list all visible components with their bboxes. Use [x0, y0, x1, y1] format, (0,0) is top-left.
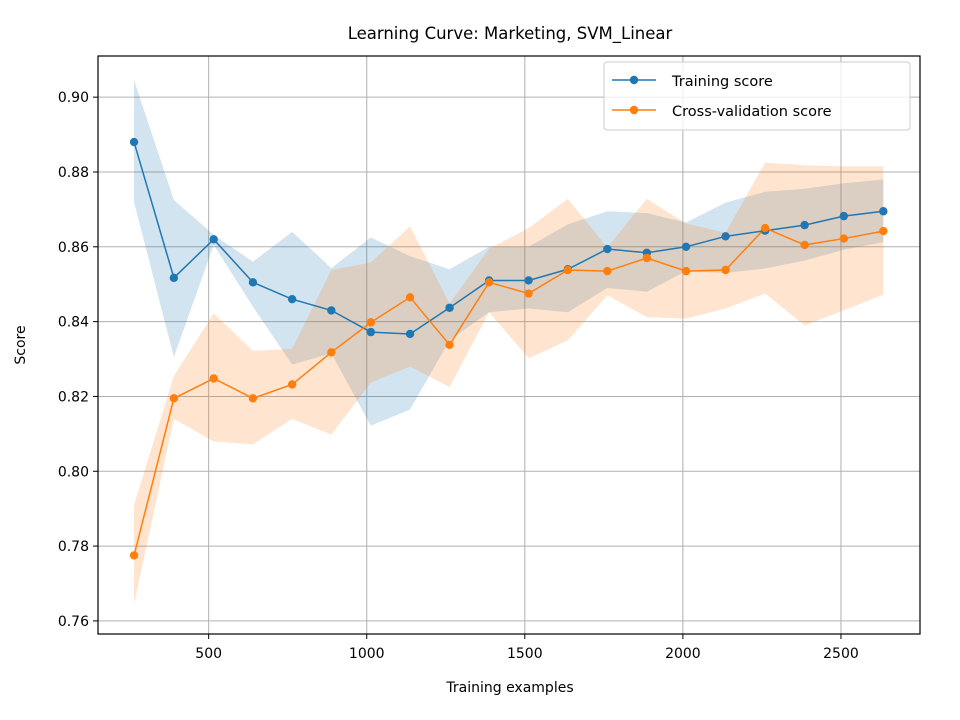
series-lines: [133, 141, 884, 556]
cv-score-point: [366, 318, 376, 327]
legend-box: [603, 61, 911, 131]
confidence-bands: [134, 80, 884, 605]
legend-cv-marker: [629, 105, 639, 115]
cv-score-point: [209, 374, 218, 383]
cv-score-point: [287, 380, 297, 389]
y-tick-label: 0.82: [58, 389, 89, 405]
y-tick-label: 0.76: [58, 614, 89, 630]
cv-confidence-band: [134, 162, 884, 605]
plot-frame: [97, 55, 921, 635]
x-axis-label: Training examples: [445, 680, 573, 696]
training-score-point: [366, 327, 376, 337]
legend-training-label: Training score: [671, 74, 773, 90]
cv-score-line: [133, 227, 884, 556]
training-score-line: [133, 141, 884, 335]
y-tick-label: 0.86: [58, 240, 89, 256]
training-confidence-band: [134, 80, 884, 426]
chart-title: Learning Curve: Marketing, SVM_Linear: [348, 24, 673, 44]
training-score-point: [524, 276, 533, 285]
cv-score-point: [129, 551, 139, 560]
legend: Training score Cross-validation score: [603, 61, 911, 131]
training-score-point: [839, 211, 849, 221]
cv-score-point: [169, 394, 179, 403]
cv-score-point: [248, 394, 258, 403]
cv-score-point: [524, 289, 533, 298]
x-tick-label: 1000: [349, 646, 385, 662]
cv-score-point: [760, 223, 770, 233]
cv-score-point: [800, 240, 809, 250]
cv-score-point: [563, 265, 573, 275]
training-score-point: [721, 232, 730, 241]
training-score-point: [129, 137, 139, 147]
training-score-point: [800, 220, 809, 230]
y-tick-label: 0.84: [58, 315, 89, 331]
cv-score-point: [484, 278, 494, 287]
cv-score-point: [721, 265, 730, 275]
training-score-point: [445, 303, 454, 312]
cv-score-point: [681, 266, 691, 276]
series-points: [129, 137, 888, 560]
cv-score-point: [405, 293, 415, 302]
x-axis-ticks: 500 1000 1500 2000 2500: [195, 634, 859, 662]
y-tick-label: 0.80: [58, 464, 89, 480]
y-tick-label: 0.88: [58, 165, 89, 181]
legend-cv-label: Cross-validation score: [672, 104, 832, 120]
cv-score-point: [642, 253, 652, 263]
training-score-point: [169, 273, 179, 283]
grid: [98, 56, 920, 634]
training-score-point: [248, 278, 258, 287]
x-tick-label: 2500: [823, 646, 859, 662]
cv-score-point: [327, 348, 336, 357]
x-tick-label: 2000: [665, 646, 701, 662]
training-score-point: [327, 306, 336, 315]
legend-training-marker: [629, 75, 639, 85]
y-axis-ticks: 0.76 0.78 0.80 0.82 0.84 0.86 0.88 0.90: [58, 90, 98, 630]
training-score-point: [405, 329, 415, 339]
training-score-point: [287, 294, 297, 304]
training-score-point: [879, 207, 888, 216]
y-tick-label: 0.78: [58, 539, 89, 555]
training-score-point: [603, 244, 612, 254]
y-axis-label: Score: [13, 325, 29, 364]
training-score-point: [209, 235, 218, 244]
cv-score-point: [879, 226, 888, 236]
x-tick-label: 1500: [507, 646, 543, 662]
cv-score-point: [839, 234, 849, 243]
x-tick-label: 500: [195, 646, 222, 662]
cv-score-point: [445, 340, 454, 350]
y-tick-label: 0.90: [58, 90, 89, 106]
training-score-point: [681, 242, 691, 251]
cv-score-point: [603, 266, 612, 276]
